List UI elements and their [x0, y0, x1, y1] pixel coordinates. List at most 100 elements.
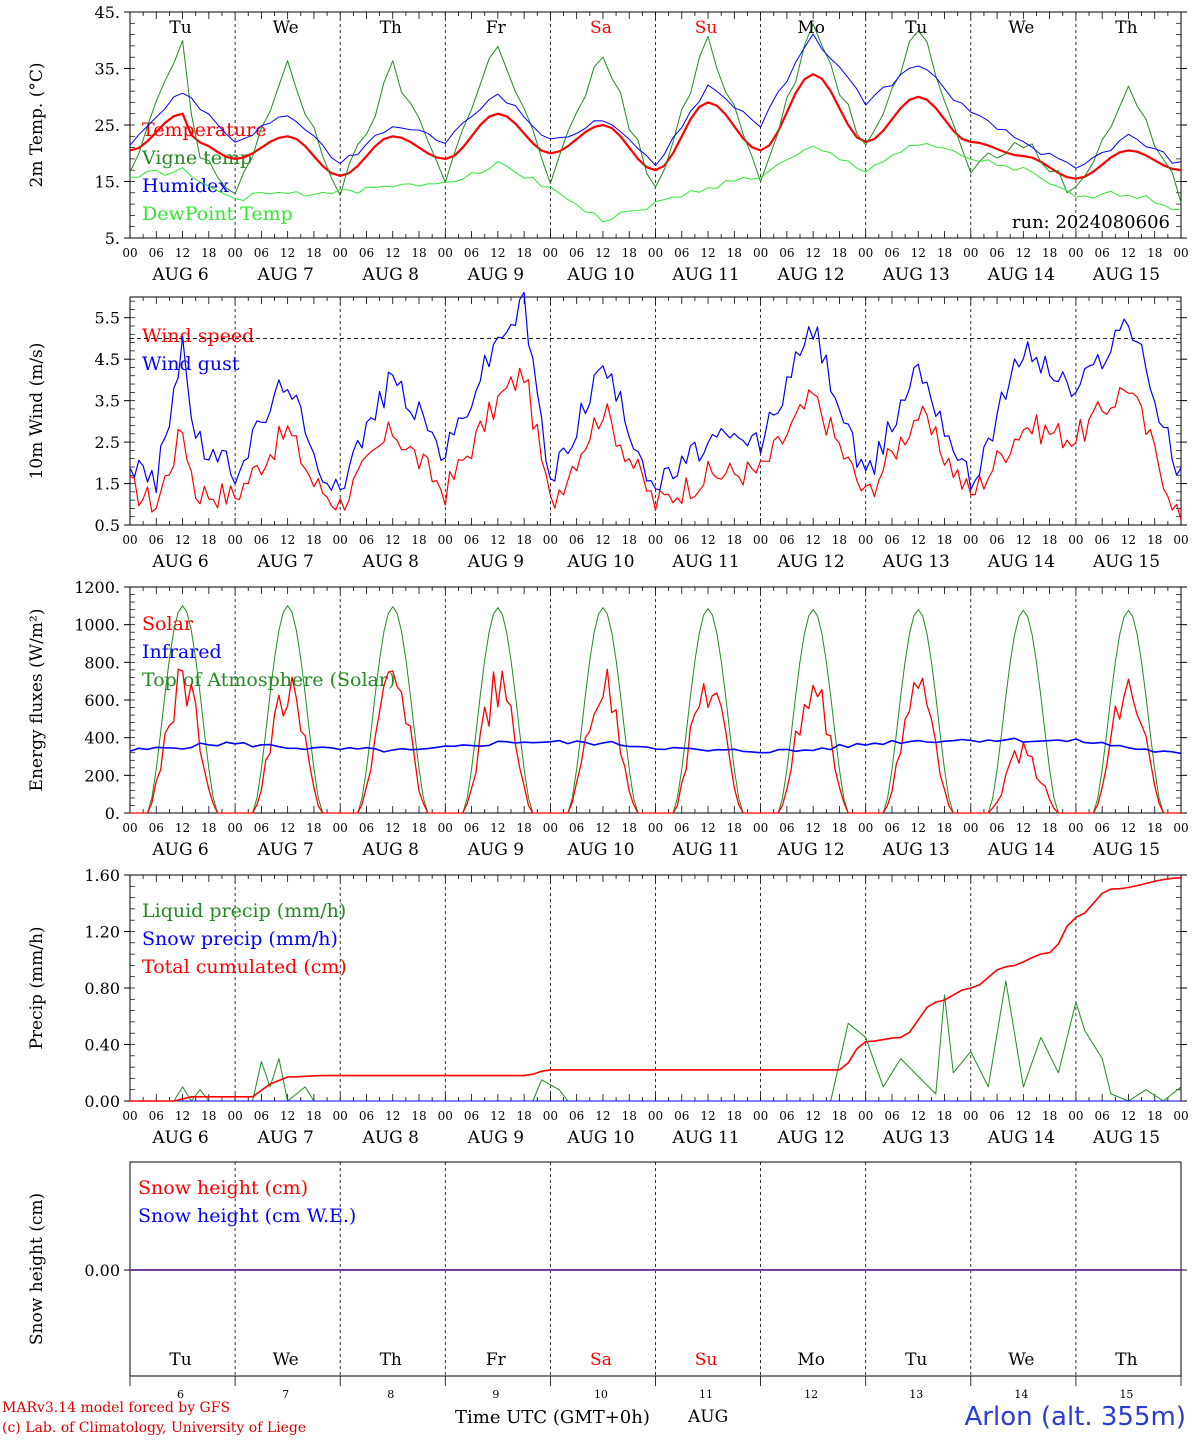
hour-tick-label: 00	[858, 533, 873, 547]
weekday-label: Th	[1115, 18, 1137, 38]
day-number: 13	[909, 1388, 923, 1401]
hour-tick-label: 00	[227, 821, 242, 835]
hour-tick-label: 06	[569, 821, 584, 835]
date-label: AUG 11	[671, 552, 739, 572]
hour-tick-label: 12	[1121, 1109, 1136, 1123]
weekday-label: Th	[1115, 1350, 1137, 1370]
date-label: AUG 7	[256, 840, 313, 860]
weekday-label: Fr	[486, 1350, 507, 1370]
hour-tick-label: 18	[411, 1109, 426, 1123]
y-tick-label: 400.	[84, 729, 120, 748]
hour-tick-label: 00	[333, 533, 348, 547]
hour-tick-label: 12	[280, 533, 295, 547]
hour-tick-label: 06	[674, 246, 689, 260]
date-label: AUG 9	[467, 1128, 524, 1148]
hour-tick-label: 00	[543, 533, 558, 547]
y-tick-label: 0.5	[95, 516, 120, 535]
hour-tick-label: 06	[674, 533, 689, 547]
weekday-label: Th	[380, 1350, 402, 1370]
hour-tick-label: 00	[333, 1109, 348, 1123]
y-tick-label: 1.5	[95, 475, 120, 494]
hour-tick-label: 18	[516, 1109, 531, 1123]
day-number: 6	[177, 1388, 184, 1401]
hour-tick-label: 18	[622, 533, 637, 547]
y-tick-label: 3.5	[95, 392, 120, 411]
y-tick-label: 0.00	[84, 1261, 120, 1280]
hour-tick-label: 06	[149, 246, 164, 260]
day-number: 7	[282, 1388, 289, 1401]
hour-tick-label: 12	[385, 533, 400, 547]
hour-tick-label: 18	[937, 246, 952, 260]
date-label: AUG 6	[151, 840, 208, 860]
hour-tick-label: 12	[700, 533, 715, 547]
hour-tick-label: 12	[595, 1109, 610, 1123]
hour-tick-label: 12	[490, 533, 505, 547]
hour-tick-label: 18	[1042, 246, 1057, 260]
hour-tick-label: 00	[753, 533, 768, 547]
series-solar	[130, 668, 1181, 814]
series-liquid-precip	[173, 980, 1182, 1102]
date-label: AUG 8	[362, 265, 419, 285]
day-number: 14	[1014, 1388, 1028, 1401]
hour-tick-label: 18	[727, 533, 742, 547]
hour-tick-label: 18	[1147, 246, 1162, 260]
hour-tick-label: 00	[227, 246, 242, 260]
weekday-label: Sa	[590, 1350, 612, 1370]
date-label: AUG 6	[151, 265, 208, 285]
hour-tick-label: 18	[832, 246, 847, 260]
hour-tick-label: 18	[1147, 533, 1162, 547]
hour-tick-label: 12	[280, 1109, 295, 1123]
hour-tick-label: 00	[438, 1109, 453, 1123]
hour-tick-label: 18	[1147, 821, 1162, 835]
hour-tick-label: 18	[727, 246, 742, 260]
model-credit: MARv3.14 model forced by GFS	[2, 1400, 231, 1416]
station-name: Arlon (alt. 355m)	[964, 1402, 1186, 1432]
legend-blue: Snow height (cm W.E.)	[138, 1205, 356, 1227]
hour-tick-label: 00	[543, 1109, 558, 1123]
hour-tick-label: 00	[438, 533, 453, 547]
hour-tick-label: 18	[516, 821, 531, 835]
date-label: AUG 10	[566, 840, 634, 860]
hour-tick-label: 06	[464, 821, 479, 835]
hour-tick-label: 12	[806, 821, 821, 835]
hour-tick-label: 06	[884, 533, 899, 547]
series-dewpoint-temp	[129, 143, 1182, 223]
weekday-label: Su	[695, 18, 718, 38]
hour-tick-label: 06	[149, 821, 164, 835]
hour-tick-label: 12	[1016, 533, 1031, 547]
hour-tick-label: 12	[595, 246, 610, 260]
hour-tick-label: 12	[700, 1109, 715, 1123]
hour-tick-label: 00	[1068, 533, 1083, 547]
y-tick-label: 1200.	[74, 578, 120, 597]
hour-tick-label: 18	[201, 533, 216, 547]
hour-tick-label: 18	[411, 821, 426, 835]
legend-blue: Humidex	[142, 175, 229, 197]
date-label: AUG 13	[882, 1128, 950, 1148]
hour-tick-label: 00	[333, 246, 348, 260]
hour-tick-label: 06	[989, 246, 1004, 260]
y-tick-label: 35.	[95, 60, 120, 79]
hour-tick-label: 06	[1095, 533, 1110, 547]
hour-tick-label: 06	[1095, 1109, 1110, 1123]
hour-tick-label: 12	[490, 821, 505, 835]
hour-tick-label: 18	[1042, 533, 1057, 547]
y-tick-label: 0.00	[84, 1092, 120, 1111]
series-wind-speed	[129, 367, 1182, 520]
hour-tick-label: 00	[963, 821, 978, 835]
date-label: AUG 13	[882, 265, 950, 285]
y-tick-label: 5.	[105, 229, 120, 248]
weekday-label: Tu	[905, 1350, 927, 1370]
hour-tick-label: 00	[648, 246, 663, 260]
date-label: AUG 13	[882, 840, 950, 860]
hour-tick-label: 00	[753, 821, 768, 835]
date-label: AUG 7	[256, 1128, 313, 1148]
y-axis-title: Energy fluxes (W/m²)	[27, 609, 47, 792]
hour-tick-label: 00	[1068, 1109, 1083, 1123]
legend-red: Total cumulated (cm)	[142, 956, 347, 978]
hour-tick-label: 00	[227, 1109, 242, 1123]
hour-tick-label: 12	[595, 533, 610, 547]
hour-tick-label: 06	[359, 246, 374, 260]
hour-tick-label: 18	[937, 533, 952, 547]
legend-blue: Infrared	[142, 641, 222, 663]
